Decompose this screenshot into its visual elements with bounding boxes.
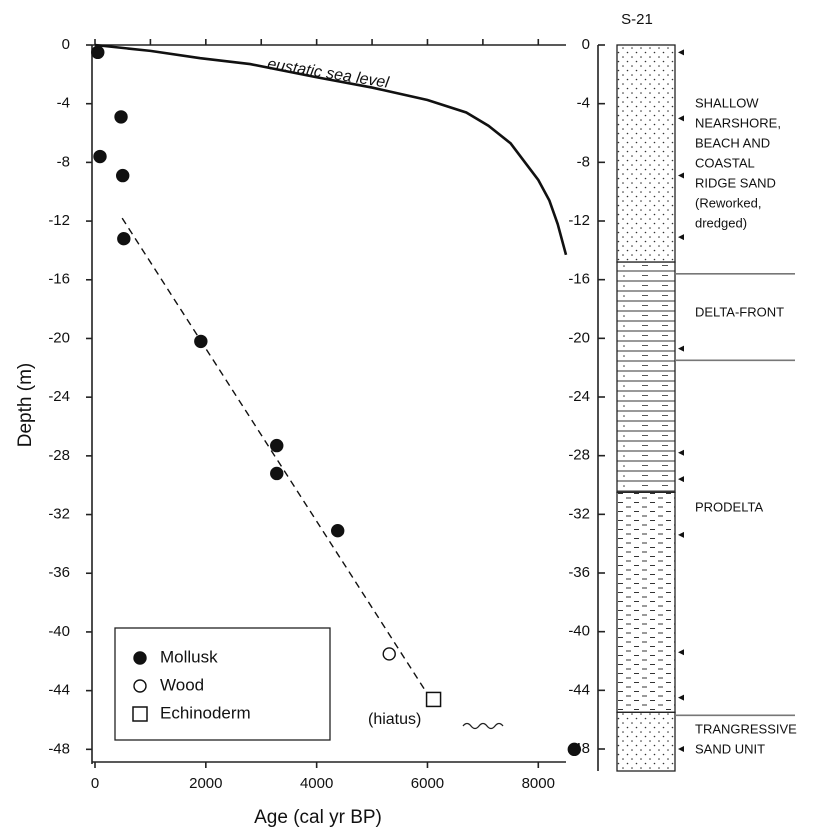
unit-label: PRODELTA (695, 499, 763, 514)
legend-label: Mollusk (160, 647, 218, 666)
sea-level-label: eustatic sea level (266, 56, 390, 92)
y-tick-label: -28 (48, 447, 70, 464)
legend-label: Wood (160, 675, 204, 694)
y-tick-label: 0 (582, 36, 590, 53)
lithology-unit (617, 492, 675, 712)
y-tick-label: -4 (577, 95, 590, 112)
sample-marker (678, 346, 684, 352)
y-tick-label: -20 (568, 329, 590, 346)
y-tick-label: 0 (62, 36, 70, 53)
sample-marker (678, 532, 684, 538)
y-tick-label: -16 (48, 271, 70, 288)
sample-marker (678, 746, 684, 752)
unit-label: (Reworked, (695, 195, 761, 210)
sample-marker (678, 234, 684, 240)
x-tick-label: 2000 (189, 775, 222, 792)
legend-marker (134, 652, 146, 664)
unit-label: TRANGRESSIVE (695, 721, 797, 736)
y-tick-label: -40 (568, 623, 590, 640)
y-tick-label: -32 (568, 505, 590, 522)
legend-label: Echinoderm (160, 703, 251, 722)
data-point (427, 692, 441, 706)
unit-label: COASTAL (695, 155, 755, 170)
unit-label: SHALLOW (695, 95, 759, 110)
data-point (92, 46, 104, 58)
x-tick-label: 4000 (300, 775, 333, 792)
y-tick-label: -8 (57, 153, 70, 170)
unit-label: DELTA-FRONT (695, 304, 784, 319)
y-tick-label: -44 (48, 682, 70, 699)
y-tick-label: -32 (48, 506, 70, 523)
data-point (271, 467, 283, 479)
y-tick-label: -48 (48, 740, 70, 757)
sample-marker (678, 115, 684, 121)
legend-marker (133, 707, 147, 721)
data-point (94, 151, 106, 163)
annotation: (hiatus) (368, 711, 421, 728)
lithology-unit (617, 262, 675, 492)
hiatus-symbol (463, 724, 503, 729)
unit-label: dredged) (695, 215, 747, 230)
sample-marker (678, 173, 684, 179)
data-point (383, 648, 395, 660)
figure: 0-4-8-12-16-20-24-28-32-36-40-44-4802000… (0, 0, 831, 831)
y-tick-label: -12 (568, 212, 590, 229)
y-tick-label: -4 (57, 95, 70, 112)
sample-marker (678, 649, 684, 655)
y-tick-label: -36 (48, 564, 70, 581)
data-point (117, 170, 129, 182)
data-point (115, 111, 127, 123)
lithology-unit (617, 712, 675, 771)
y-tick-label: -8 (577, 153, 590, 170)
y-tick-label: -40 (48, 623, 70, 640)
column-title: S-21 (621, 11, 653, 28)
y-tick-label: -24 (568, 388, 590, 405)
unit-label: NEARSHORE, (695, 115, 781, 130)
y-tick-label: -48 (568, 740, 590, 757)
data-point (118, 233, 130, 245)
data-point (195, 335, 207, 347)
y-tick-label: -36 (568, 564, 590, 581)
y-tick-label: -44 (568, 681, 590, 698)
y-axis-label: Depth (m) (15, 363, 36, 447)
unit-label: BEACH AND (695, 135, 770, 150)
y-tick-label: -24 (48, 388, 70, 405)
legend-box (115, 628, 330, 740)
data-point (271, 440, 283, 452)
sample-marker (678, 695, 684, 701)
y-tick-label: -20 (48, 329, 70, 346)
unit-label: SAND UNIT (695, 741, 765, 756)
y-tick-label: -12 (48, 212, 70, 229)
y-tick-label: -16 (568, 271, 590, 288)
x-tick-label: 6000 (411, 775, 444, 792)
x-tick-label: 0 (91, 775, 99, 792)
data-point (332, 525, 344, 537)
unit-label: RIDGE SAND (695, 175, 776, 190)
lithology-unit (617, 45, 675, 262)
x-axis-label: Age (cal yr BP) (254, 807, 382, 828)
sample-marker (678, 476, 684, 482)
x-tick-label: 8000 (522, 775, 555, 792)
legend-marker (134, 680, 146, 692)
sample-marker (678, 49, 684, 55)
y-tick-label: -28 (568, 447, 590, 464)
sample-marker (678, 450, 684, 456)
